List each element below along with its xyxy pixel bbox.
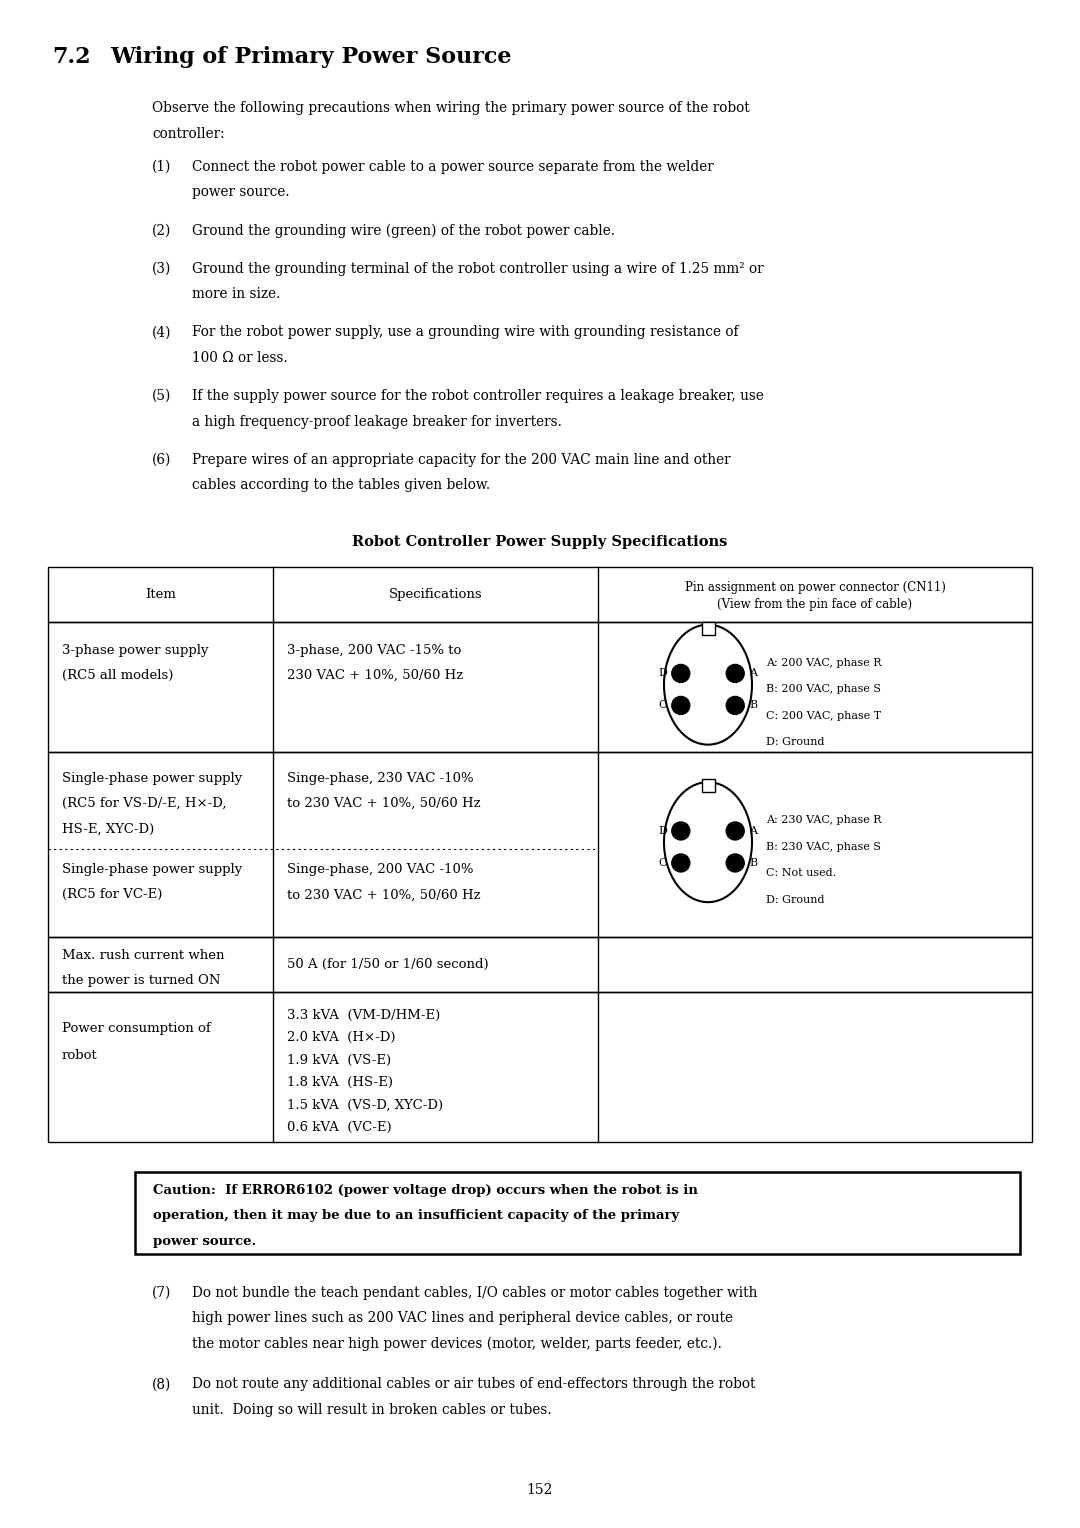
Text: D: Ground: D: Ground [766, 895, 824, 905]
Text: For the robot power supply, use a grounding wire with grounding resistance of: For the robot power supply, use a ground… [192, 325, 739, 339]
Text: cables according to the tables given below.: cables according to the tables given bel… [192, 478, 490, 492]
Text: 1.9 kVA  (VS-E): 1.9 kVA (VS-E) [287, 1054, 391, 1067]
Circle shape [726, 822, 744, 840]
Text: Ground the grounding wire (green) of the robot power cable.: Ground the grounding wire (green) of the… [192, 223, 615, 238]
Bar [702, 779, 715, 792]
Text: a high frequency-proof leakage breaker for inverters.: a high frequency-proof leakage breaker f… [192, 414, 562, 429]
Circle shape [672, 697, 690, 715]
Text: 3-phase, 200 VAC -15% to: 3-phase, 200 VAC -15% to [287, 643, 461, 657]
Text: C: 200 VAC, phase T: C: 200 VAC, phase T [766, 711, 881, 721]
Text: 100 Ω or less.: 100 Ω or less. [192, 351, 287, 365]
Text: A: A [750, 827, 757, 836]
Bar [48, 752, 1032, 937]
Text: 3-phase power supply: 3-phase power supply [62, 643, 208, 657]
Text: 7.2: 7.2 [52, 46, 91, 69]
Text: the motor cables near high power devices (motor, welder, parts feeder, etc.).: the motor cables near high power devices… [192, 1337, 721, 1351]
Text: A: 230 VAC, phase R: A: 230 VAC, phase R [766, 814, 881, 825]
Text: (4): (4) [152, 325, 172, 339]
Text: (7): (7) [152, 1285, 172, 1300]
Text: Item: Item [145, 588, 176, 601]
Text: B: B [750, 700, 757, 711]
Text: A: 200 VAC, phase R: A: 200 VAC, phase R [766, 657, 881, 668]
Text: D: D [658, 668, 666, 678]
Text: A: A [750, 668, 757, 678]
Bar [48, 937, 1032, 992]
Text: high power lines such as 200 VAC lines and peripheral device cables, or route: high power lines such as 200 VAC lines a… [192, 1311, 733, 1325]
Text: B: 230 VAC, phase S: B: 230 VAC, phase S [766, 842, 881, 851]
Text: unit.  Doing so will result in broken cables or tubes.: unit. Doing so will result in broken cab… [192, 1403, 552, 1416]
Text: C: Not used.: C: Not used. [766, 868, 836, 879]
Bar [48, 992, 1032, 1141]
Text: Connect the robot power cable to a power source separate from the welder: Connect the robot power cable to a power… [192, 159, 714, 174]
Text: 0.6 kVA  (VC-E): 0.6 kVA (VC-E) [287, 1122, 392, 1134]
Text: Single-phase power supply: Single-phase power supply [62, 772, 242, 785]
Text: Do not route any additional cables or air tubes of end-effectors through the rob: Do not route any additional cables or ai… [192, 1377, 756, 1392]
Text: Pin assignment on power connector (CN11): Pin assignment on power connector (CN11) [685, 581, 945, 594]
Text: 3.3 kVA  (VM-D/HM-E): 3.3 kVA (VM-D/HM-E) [287, 1008, 441, 1022]
Bar [135, 1172, 1020, 1253]
Text: operation, then it may be due to an insufficient capacity of the primary: operation, then it may be due to an insu… [153, 1209, 679, 1222]
Text: 1.8 kVA  (HS-E): 1.8 kVA (HS-E) [287, 1076, 393, 1089]
Circle shape [726, 854, 744, 872]
Text: D: Ground: D: Ground [766, 736, 824, 747]
Text: 1.5 kVA  (VS-D, XYC-D): 1.5 kVA (VS-D, XYC-D) [287, 1099, 443, 1112]
Text: (6): (6) [152, 452, 172, 468]
Text: Single-phase power supply: Single-phase power supply [62, 863, 242, 876]
Circle shape [726, 665, 744, 683]
Bar [48, 567, 1032, 622]
Circle shape [672, 854, 690, 872]
Text: (RC5 for VC-E): (RC5 for VC-E) [62, 888, 162, 902]
Text: (1): (1) [152, 159, 172, 174]
Text: B: B [750, 857, 757, 868]
Text: the power is turned ON: the power is turned ON [62, 975, 220, 987]
Text: to 230 VAC + 10%, 50/60 Hz: to 230 VAC + 10%, 50/60 Hz [287, 888, 481, 902]
Circle shape [726, 697, 744, 715]
Text: Specifications: Specifications [389, 588, 483, 601]
Text: robot: robot [62, 1048, 98, 1062]
Text: (8): (8) [152, 1377, 172, 1392]
Text: C: C [659, 700, 666, 711]
Text: Do not bundle the teach pendant cables, I/O cables or motor cables together with: Do not bundle the teach pendant cables, … [192, 1285, 757, 1300]
Text: controller:: controller: [152, 127, 225, 141]
Text: power source.: power source. [192, 185, 289, 199]
Text: C: C [659, 857, 666, 868]
Text: (RC5 for VS-D/-E, H×-D,: (RC5 for VS-D/-E, H×-D, [62, 798, 227, 810]
Text: 152: 152 [527, 1484, 553, 1497]
Text: B: 200 VAC, phase S: B: 200 VAC, phase S [766, 685, 881, 694]
Text: (RC5 all models): (RC5 all models) [62, 669, 174, 681]
Bar [48, 622, 1032, 752]
Bar [702, 622, 715, 634]
Text: Prepare wires of an appropriate capacity for the 200 VAC main line and other: Prepare wires of an appropriate capacity… [192, 452, 731, 468]
Text: Singe-phase, 200 VAC -10%: Singe-phase, 200 VAC -10% [287, 863, 473, 876]
Text: Ground the grounding terminal of the robot controller using a wire of 1.25 mm² o: Ground the grounding terminal of the rob… [192, 261, 764, 275]
Text: (3): (3) [152, 261, 172, 275]
Text: 2.0 kVA  (H×-D): 2.0 kVA (H×-D) [287, 1031, 395, 1044]
Text: Max. rush current when: Max. rush current when [62, 949, 225, 961]
Text: Singe-phase, 230 VAC -10%: Singe-phase, 230 VAC -10% [287, 772, 474, 785]
Text: (5): (5) [152, 390, 172, 403]
Text: (View from the pin face of cable): (View from the pin face of cable) [717, 597, 913, 611]
Text: 50 A (for 1/50 or 1/60 second): 50 A (for 1/50 or 1/60 second) [287, 958, 488, 970]
Text: If the supply power source for the robot controller requires a leakage breaker, : If the supply power source for the robot… [192, 390, 764, 403]
Text: more in size.: more in size. [192, 287, 281, 301]
Text: (2): (2) [152, 223, 172, 237]
Text: Wiring of Primary Power Source: Wiring of Primary Power Source [110, 46, 512, 69]
Text: to 230 VAC + 10%, 50/60 Hz: to 230 VAC + 10%, 50/60 Hz [287, 798, 481, 810]
Circle shape [672, 665, 690, 683]
Text: Robot Controller Power Supply Specifications: Robot Controller Power Supply Specificat… [352, 535, 728, 549]
Text: power source.: power source. [153, 1235, 256, 1248]
Circle shape [672, 822, 690, 840]
Text: Caution:  If ERROR6102 (power voltage drop) occurs when the robot is in: Caution: If ERROR6102 (power voltage dro… [153, 1184, 698, 1196]
Text: D: D [658, 827, 666, 836]
Text: HS-E, XYC-D): HS-E, XYC-D) [62, 822, 154, 836]
Text: Observe the following precautions when wiring the primary power source of the ro: Observe the following precautions when w… [152, 101, 750, 115]
Text: Power consumption of: Power consumption of [62, 1022, 211, 1034]
Text: 230 VAC + 10%, 50/60 Hz: 230 VAC + 10%, 50/60 Hz [287, 669, 463, 681]
